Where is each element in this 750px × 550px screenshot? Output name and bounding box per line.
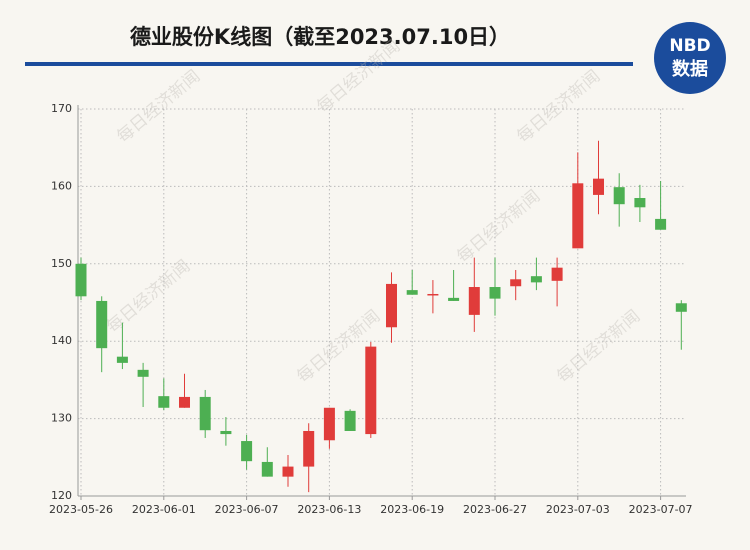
logo-text: 数据 [672,58,708,80]
logo [654,22,726,94]
candle-body [510,279,522,287]
logo-text: NBD [669,36,710,56]
candle-body [179,396,190,408]
y-tick-label: 170 [51,102,72,115]
candle-body [158,396,170,408]
candle-body [551,267,563,281]
x-tick-label: 2023-06-01 [132,503,196,516]
candle-body [241,441,253,462]
x-tick-label: 2023-07-03 [546,503,610,516]
candle-body [468,287,480,315]
x-tick-label: 2023-07-07 [629,503,693,516]
candle-body [365,346,377,435]
candle-body [427,293,439,296]
candle-body [116,356,128,363]
y-tick-label: 140 [51,334,72,347]
candle-body [199,396,211,431]
candle-body [344,410,356,431]
y-tick-label: 160 [51,179,72,192]
x-tick-label: 2023-05-26 [49,503,113,516]
candle-body [406,290,418,295]
y-tick-label: 120 [51,489,72,502]
candle-body [593,178,604,195]
candle-body [448,297,460,301]
candle-body [386,283,397,328]
candle-body [634,198,646,208]
candle-body [613,187,625,205]
candle-body [489,287,501,299]
candle-body [220,430,232,435]
title-rule [25,62,633,66]
candle-body [137,369,149,377]
candle-body [96,300,108,349]
candle-body [282,466,294,477]
x-tick-label: 2023-06-13 [297,503,361,516]
x-tick-label: 2023-06-07 [215,503,279,516]
x-tick-label: 2023-06-19 [380,503,444,516]
candle-body [655,218,667,230]
candle-body [530,276,542,283]
candle-body [261,461,273,477]
y-tick-label: 130 [51,412,72,425]
x-tick-label: 2023-06-27 [463,503,527,516]
chart-title: 德业股份K线图（截至2023.07.10日） [130,25,510,49]
candle-body [323,407,335,441]
candle-body [675,303,687,312]
candle-body [303,430,315,467]
candle-body [75,263,87,297]
candle-body [572,183,584,249]
y-tick-label: 150 [51,257,72,270]
